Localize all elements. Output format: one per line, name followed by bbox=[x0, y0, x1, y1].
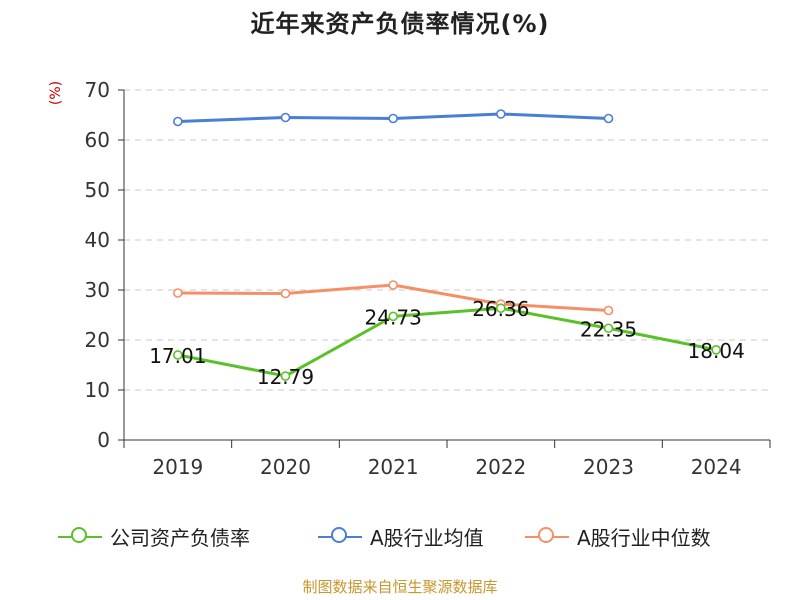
data-label: 12.79 bbox=[257, 365, 314, 389]
data-point bbox=[603, 113, 614, 124]
y-tick-label: 50 bbox=[85, 178, 110, 202]
legend-item-industry-median[interactable]: A股行业中位数 bbox=[525, 522, 711, 551]
y-tick-label: 70 bbox=[85, 78, 110, 102]
legend-label: A股行业均值 bbox=[370, 526, 484, 550]
y-tick-label: 10 bbox=[85, 378, 110, 402]
y-tick-label: 30 bbox=[85, 278, 110, 302]
series-line bbox=[177, 306, 717, 378]
legend-label: 公司资产负债率 bbox=[110, 526, 250, 550]
x-tick-label: 2023 bbox=[583, 455, 634, 479]
y-tick-label: 60 bbox=[85, 128, 110, 152]
data-point bbox=[173, 288, 183, 298]
y-tick-label: 0 bbox=[97, 428, 110, 452]
legend-item-company[interactable]: 公司资产负债率 bbox=[58, 522, 250, 551]
data-label: 26.36 bbox=[472, 297, 529, 321]
data-point bbox=[388, 311, 398, 322]
legend-line-circle-icon bbox=[525, 526, 569, 547]
legend-label: A股行业中位数 bbox=[577, 526, 711, 550]
x-tick-label: 2021 bbox=[368, 455, 419, 479]
legend-item-industry-mean[interactable]: A股行业均值 bbox=[318, 522, 484, 551]
data-label: 22.35 bbox=[580, 317, 637, 341]
data-point bbox=[173, 350, 183, 360]
data-point bbox=[603, 305, 614, 316]
data-label: 18.04 bbox=[688, 339, 745, 363]
data-label: 24.73 bbox=[365, 305, 422, 329]
data-point bbox=[388, 280, 398, 290]
x-tick-label: 2024 bbox=[691, 455, 742, 479]
data-point bbox=[280, 288, 291, 299]
data-label: 17.01 bbox=[149, 344, 206, 368]
data-point bbox=[280, 371, 291, 381]
source-note: 制图数据来自恒生聚源数据库 bbox=[302, 578, 498, 596]
data-point bbox=[280, 112, 291, 123]
x-tick-label: 2020 bbox=[260, 455, 311, 479]
y-tick-label: 40 bbox=[85, 228, 110, 252]
data-point bbox=[173, 116, 183, 127]
data-point bbox=[603, 323, 614, 334]
data-point bbox=[388, 113, 398, 124]
y-tick-label: 20 bbox=[85, 328, 110, 352]
chart-title: 近年来资产负债率情况(%) bbox=[250, 10, 550, 38]
legend-line-circle-icon bbox=[58, 526, 102, 547]
legend: 公司资产负债率 A股行业均值 A股行业中位数 bbox=[0, 522, 800, 552]
x-tick-label: 2022 bbox=[475, 455, 526, 479]
data-point bbox=[711, 344, 721, 355]
legend-line-circle-icon bbox=[318, 526, 362, 547]
x-tick-label: 2019 bbox=[152, 455, 203, 479]
data-point bbox=[496, 303, 506, 314]
data-point bbox=[496, 109, 506, 119]
